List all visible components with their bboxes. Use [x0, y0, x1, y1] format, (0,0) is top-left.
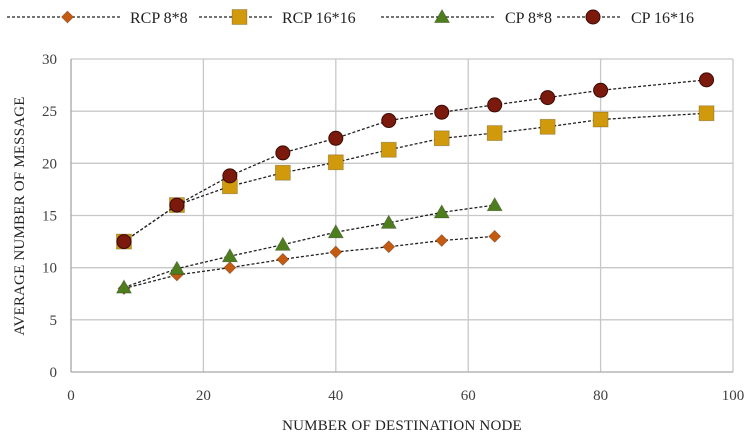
data-point: [115, 279, 133, 294]
data-point: [327, 154, 344, 171]
data-point: [433, 130, 450, 147]
data-point: [539, 118, 556, 135]
legend-label: CP 8*8: [505, 10, 552, 27]
legend-marker: [60, 10, 75, 24]
data-point: [223, 261, 237, 275]
x-tick-label: 40: [328, 388, 343, 404]
data-point: [486, 196, 503, 212]
data-point: [592, 111, 609, 128]
y-tick-label: 25: [42, 104, 57, 120]
data-point: [382, 240, 396, 254]
series-square: [116, 105, 715, 250]
y-tick-label: 10: [42, 261, 57, 277]
x-axis-title: NUMBER OF DESTINATION NODE: [282, 418, 522, 434]
data-point: [593, 82, 609, 98]
data-point: [540, 90, 556, 106]
data-point: [435, 233, 449, 248]
y-tick-label: 5: [50, 313, 58, 329]
data-point: [698, 105, 715, 122]
data-point: [276, 252, 290, 266]
y-tick-label: 20: [42, 156, 57, 172]
series-line: [123, 204, 495, 289]
data-point: [274, 236, 292, 251]
legend-marker: [231, 9, 248, 25]
y-tick-label: 15: [42, 209, 57, 225]
legend-label: RCP 16*16: [282, 10, 356, 27]
series-line: [123, 235, 495, 290]
x-tick-label: 100: [722, 388, 745, 404]
legend-label: RCP 8*8: [130, 10, 188, 27]
legend-marker: [433, 8, 451, 24]
data-point: [486, 125, 503, 141]
data-point: [488, 229, 502, 243]
legend: RCP 8*8 RCP 16*16 CP 8*8 CP 16*16: [7, 8, 694, 27]
data-point: [699, 72, 715, 88]
gridlines: [71, 58, 734, 372]
legend-label: CP 16*16: [631, 10, 694, 27]
x-tick-label: 0: [67, 388, 75, 404]
x-tick-label: 80: [593, 388, 608, 404]
data-point: [221, 247, 239, 263]
tick-labels: 0 20 40 60 80 100 0 5 10 15 20 25 30: [42, 52, 744, 404]
legend-entry: CP 16*16: [557, 9, 694, 27]
x-tick-label: 60: [461, 388, 476, 404]
y-axis-title: AVERAGE NUMBER OF MESSAGE: [12, 96, 28, 335]
data-point: [274, 164, 291, 181]
series-line: [123, 112, 707, 243]
x-tick-label: 20: [196, 388, 211, 404]
data-point: [329, 245, 343, 259]
legend-entry: RCP 8*8: [7, 10, 188, 27]
data-point: [222, 168, 238, 184]
series-line: [123, 79, 707, 243]
legend-entry: RCP 16*16: [199, 9, 356, 27]
data-point: [380, 214, 397, 229]
data-point: [169, 197, 185, 213]
legend-entry: CP 8*8: [381, 8, 552, 27]
data-point: [380, 141, 397, 158]
axes: [70, 59, 733, 373]
y-tick-label: 0: [50, 365, 58, 381]
y-tick-label: 30: [42, 52, 57, 68]
series-circle: [116, 72, 715, 250]
data-point: [487, 97, 503, 113]
data-point: [434, 104, 450, 120]
data-point: [327, 223, 344, 239]
series-diamond: [117, 229, 502, 296]
data-point: [433, 204, 450, 219]
data-point: [168, 260, 186, 275]
data-point: [275, 145, 291, 161]
series-group: [115, 72, 715, 296]
data-point: [328, 130, 344, 146]
series-triangle: [115, 196, 503, 294]
legend-marker: [585, 9, 601, 25]
data-point: [116, 234, 132, 250]
data-point: [381, 113, 397, 129]
